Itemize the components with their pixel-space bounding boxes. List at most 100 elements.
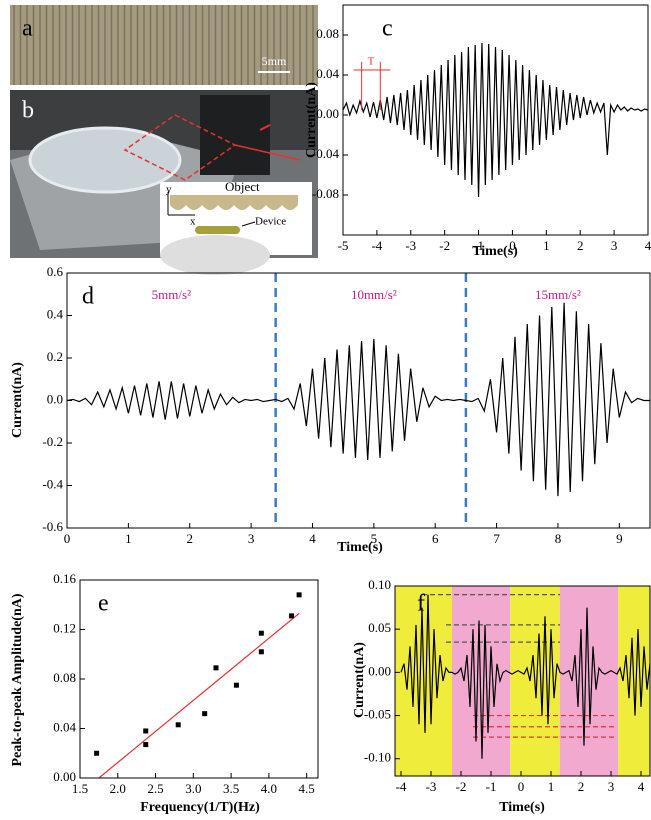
x-tick-label: 2.5 bbox=[147, 781, 163, 796]
x-tick-label: -2 bbox=[439, 238, 450, 253]
panel-letter: c bbox=[382, 16, 393, 42]
annotation: 15mm/s² bbox=[535, 287, 581, 302]
panel-letter: d bbox=[82, 284, 94, 310]
chart-panel: -0.10 -0.05 0.00 0.05 0.10 -4 -3 -2 -1 0 1 2 3 4 Time(… bbox=[352, 577, 651, 815]
photo-a: 5mm a bbox=[10, 5, 318, 85]
chart-panel: -0.08 -0.04 0.00 0.04 0.08 -5 -4 -3 -2 -1 0 1 2 3 4 Tim… bbox=[304, 4, 651, 259]
y-tick-label: 0.05 bbox=[368, 620, 391, 635]
inset-label: Object bbox=[225, 179, 260, 194]
band bbox=[452, 586, 511, 776]
x-tick-label: -4 bbox=[371, 238, 382, 253]
x-tick-label: 6 bbox=[432, 531, 439, 546]
y-tick-label: 0.4 bbox=[47, 306, 64, 321]
y-axis-label: Current(nA) bbox=[304, 82, 319, 158]
y-tick-label: -0.6 bbox=[42, 519, 63, 534]
y-tick-label: -0.4 bbox=[42, 476, 63, 491]
y-tick-label: 0.0 bbox=[47, 391, 63, 406]
point bbox=[258, 649, 264, 655]
x-tick-label: 3.5 bbox=[223, 781, 239, 796]
x-tick-label: 1 bbox=[543, 238, 550, 253]
x-tick-label: 0 bbox=[64, 531, 71, 546]
inset-label: y bbox=[166, 184, 172, 196]
panel-letter: f bbox=[417, 591, 425, 617]
stripes bbox=[13, 5, 314, 85]
y-tick-label: -0.05 bbox=[364, 707, 391, 722]
x-axis-label: Time(s) bbox=[499, 800, 545, 815]
y-tick-label: 0.12 bbox=[53, 620, 76, 635]
x-tick-label: 3 bbox=[248, 531, 255, 546]
x-tick-label: 5 bbox=[371, 531, 378, 546]
dashed-region bbox=[123, 114, 237, 181]
x-tick-label: 8 bbox=[555, 531, 562, 546]
y-tick-label: 0.08 bbox=[53, 670, 76, 685]
y-tick-label: 0.08 bbox=[316, 26, 339, 41]
y-tick-label: -0.2 bbox=[42, 434, 63, 449]
x-axis-label: Frequency(1/T)(Hz) bbox=[140, 800, 260, 815]
device-shape bbox=[195, 226, 240, 234]
chart-panel: -0.6 -0.4 -0.2 0.0 0.2 0.4 0.6 0 1 2 3 4 5 6 7 8 9 Time(s… bbox=[10, 264, 651, 555]
x-tick-label: 3 bbox=[608, 779, 615, 794]
x-tick-label: 2 bbox=[577, 238, 584, 253]
point bbox=[143, 742, 149, 748]
finger bbox=[160, 235, 270, 275]
y-tick-label: 0.10 bbox=[368, 577, 391, 592]
plot-frame bbox=[79, 579, 319, 779]
point bbox=[233, 682, 239, 688]
x-tick-label: -3 bbox=[426, 779, 437, 794]
y-tick-label: 0.04 bbox=[316, 66, 339, 81]
x-tick-label: 2 bbox=[186, 531, 193, 546]
y-tick-label: -0.08 bbox=[312, 186, 339, 201]
panel-letter: a bbox=[22, 16, 33, 42]
x-tick-label: -2 bbox=[456, 779, 467, 794]
point bbox=[289, 613, 295, 619]
x-tick-label: 2.0 bbox=[110, 781, 126, 796]
x-tick-label: -4 bbox=[396, 779, 407, 794]
photo-b: Object Device y x b bbox=[10, 90, 318, 275]
y-tick-label: 0.04 bbox=[53, 719, 76, 734]
plot-frame bbox=[342, 4, 649, 236]
x-tick-label: -3 bbox=[405, 238, 416, 253]
x-tick-label: 3 bbox=[611, 238, 618, 253]
signal-line bbox=[342, 42, 649, 198]
x-tick-label: 9 bbox=[616, 531, 623, 546]
y-tick-label: 0.00 bbox=[316, 106, 339, 121]
x-tick-label: -5 bbox=[338, 238, 349, 253]
pointer bbox=[241, 221, 256, 227]
x-tick-label: 1 bbox=[125, 531, 132, 546]
point bbox=[94, 750, 100, 756]
y-tick-label: -0.04 bbox=[312, 146, 340, 161]
x-tick-label: 4 bbox=[638, 779, 645, 794]
y-tick-label: 0.00 bbox=[368, 663, 391, 678]
x-tick-label: 2 bbox=[578, 779, 585, 794]
x-tick-label: -1 bbox=[473, 238, 484, 253]
holder bbox=[200, 95, 270, 175]
y-tick-label: -0.10 bbox=[364, 750, 391, 765]
y-tick-label: 0.16 bbox=[53, 571, 76, 586]
arrow bbox=[234, 144, 301, 161]
y-tick-label: 0.6 bbox=[47, 264, 64, 279]
chart-panel: 0.00 0.04 0.08 0.12 0.16 1.5 2.0 2.5 3.0 3.5 4.0 4.… bbox=[10, 571, 319, 815]
signal-line bbox=[400, 594, 651, 759]
x-tick-label: 0 bbox=[518, 779, 525, 794]
x-tick-label: -1 bbox=[486, 779, 497, 794]
x-axis-label: Time(s) bbox=[337, 540, 383, 555]
x-tick-label: 1 bbox=[548, 779, 555, 794]
annotation: 5mm/s² bbox=[152, 287, 191, 302]
y-axis-label: Current(nA) bbox=[352, 642, 367, 718]
y-axis-label: Current(nA) bbox=[10, 362, 25, 438]
x-tick-label: 4.0 bbox=[261, 781, 277, 796]
point bbox=[202, 711, 208, 717]
panel-letter: b bbox=[22, 98, 34, 124]
point bbox=[175, 722, 181, 728]
y-tick-label: 0.2 bbox=[47, 349, 63, 364]
point bbox=[213, 665, 219, 671]
signal-line bbox=[66, 302, 650, 497]
object-shape bbox=[170, 195, 298, 210]
fit-line bbox=[98, 612, 300, 779]
x-tick-label: 4 bbox=[309, 531, 316, 546]
y-tick-label: 0.00 bbox=[53, 769, 76, 784]
point bbox=[296, 592, 302, 598]
x-tick-label: 3.0 bbox=[185, 781, 201, 796]
